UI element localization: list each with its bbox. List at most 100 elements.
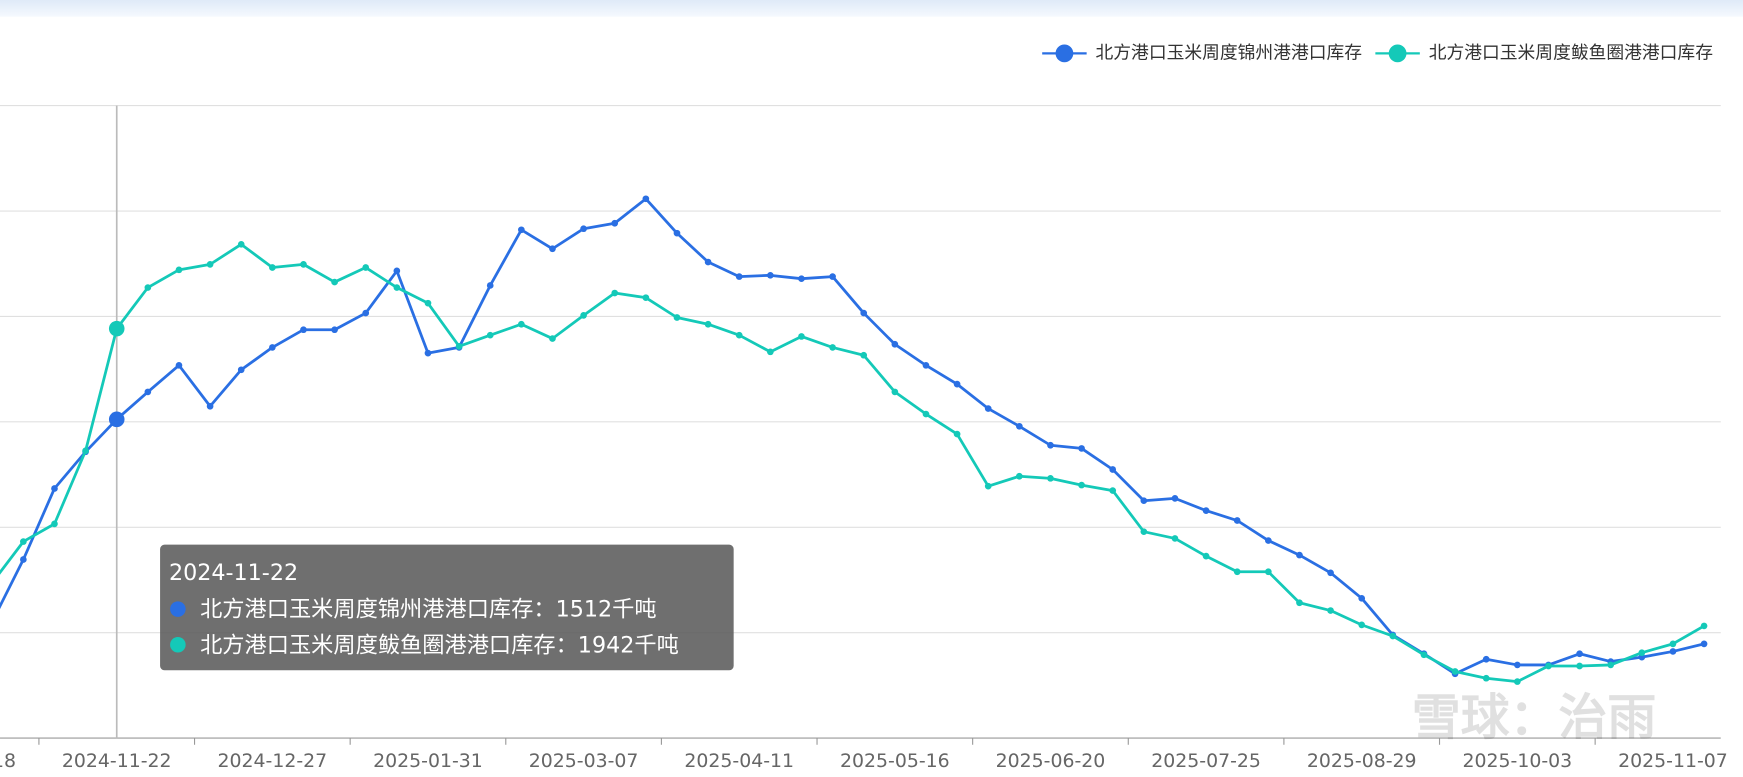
data-point (1607, 661, 1615, 669)
legend-label: 北方港口玉米周度锦州港港口库存 (1096, 42, 1362, 63)
data-point (331, 278, 338, 286)
x-tick-label: 2024-12-27 (218, 750, 328, 772)
data-point (984, 482, 992, 490)
x-tick-label: 2025-06-20 (996, 750, 1106, 772)
data-point (1140, 497, 1148, 505)
data-point (1482, 655, 1490, 663)
data-point (1265, 568, 1272, 576)
data-point (1576, 650, 1583, 658)
data-point (1171, 535, 1179, 542)
data-point (673, 229, 681, 237)
data-point (175, 362, 183, 369)
data-point (455, 343, 463, 350)
data-point (611, 289, 619, 297)
data-point (300, 261, 307, 268)
data-point (829, 273, 836, 280)
data-point (735, 273, 743, 280)
data-point (642, 294, 650, 302)
data-point (237, 366, 245, 374)
x-tick-label: 2025-07-25 (1151, 750, 1261, 772)
data-point (767, 348, 774, 356)
data-point (1140, 528, 1148, 536)
plot (0, 105, 1708, 739)
data-point (922, 410, 930, 418)
data-point (642, 195, 650, 203)
data-point (1016, 422, 1023, 430)
legend-swatch (1055, 44, 1074, 63)
data-point (108, 320, 125, 337)
data-point (891, 340, 899, 348)
data-point (829, 344, 836, 351)
data-point (549, 245, 556, 253)
tooltip-dot (170, 601, 186, 617)
data-point (1171, 495, 1179, 502)
x-tick-label: 2025-11-07 (1618, 750, 1728, 772)
data-point (798, 275, 805, 283)
data-point (1296, 599, 1303, 607)
tooltip-line: 北方港口玉米周度锦州港港口库存：1512千吨 (200, 597, 656, 623)
data-point (1202, 507, 1210, 514)
x-tick-label: 2025-10-03 (1462, 750, 1572, 772)
data-point (953, 380, 961, 388)
legend-swatch (1388, 44, 1407, 63)
series-line (0, 242, 1705, 683)
data-point (1296, 551, 1303, 559)
data-point (1389, 632, 1397, 640)
data-point (1047, 441, 1054, 449)
data-point (1358, 594, 1366, 602)
data-point (1327, 607, 1334, 614)
data-point (1482, 674, 1490, 682)
data-point (144, 388, 152, 396)
data-point (486, 282, 494, 289)
data-point (486, 331, 494, 339)
tooltip-dot (170, 636, 186, 653)
data-point (1576, 662, 1583, 670)
data-point (108, 411, 125, 428)
legend: 北方港口玉米周度鲅鱼圈港港口库存 北方港口玉米周度锦州港港口库存 (1042, 42, 1713, 63)
data-point (1109, 466, 1117, 473)
data-point (1669, 648, 1677, 655)
data-point (1047, 475, 1054, 482)
data-point (984, 405, 992, 412)
data-point (1513, 661, 1521, 669)
data-point (175, 266, 183, 274)
data-point (1202, 552, 1210, 560)
data-point (424, 299, 432, 307)
top-bar (0, 0, 1743, 17)
data-point (1078, 445, 1085, 452)
x-tick-label: 2025-08-29 (1307, 750, 1417, 772)
data-point (518, 320, 525, 328)
data-point (1451, 668, 1459, 675)
grid: 2024-10-18 2024-11-22 2024-12-27 2025-01-31… (0, 105, 1728, 772)
data-point (1078, 481, 1085, 489)
data-point (580, 225, 587, 233)
data-point (144, 284, 152, 291)
tooltip-line: 北方港口玉米周度鲅鱼圈港港口库存：1942千吨 (200, 632, 679, 658)
data-point (300, 326, 307, 334)
data-point (735, 331, 743, 339)
x-tick-label: 2024-11-22 (62, 750, 172, 772)
data-point (20, 556, 27, 563)
data-point (1513, 678, 1521, 685)
data-point (704, 320, 712, 328)
data-point (953, 430, 961, 438)
data-point (51, 485, 58, 492)
data-point (206, 402, 214, 410)
legend-label: 北方港口玉米周度鲅鱼圈港港口库存 (1429, 42, 1713, 63)
x-tick-label: 2025-05-16 (840, 750, 950, 772)
x-tick-label: 2025-03-07 (529, 750, 639, 772)
data-point (891, 388, 899, 396)
data-point (393, 284, 401, 291)
data-point (20, 538, 27, 545)
data-point (1700, 640, 1708, 648)
data-point (393, 267, 401, 275)
data-point (1233, 517, 1241, 524)
data-point (860, 309, 868, 317)
data-point (362, 264, 370, 271)
data-point (331, 326, 338, 334)
data-point (362, 309, 370, 317)
tooltip-title: 2024-11-22 (169, 560, 298, 586)
data-point (580, 312, 587, 319)
x-tick-label: 2025-04-11 (684, 750, 794, 772)
